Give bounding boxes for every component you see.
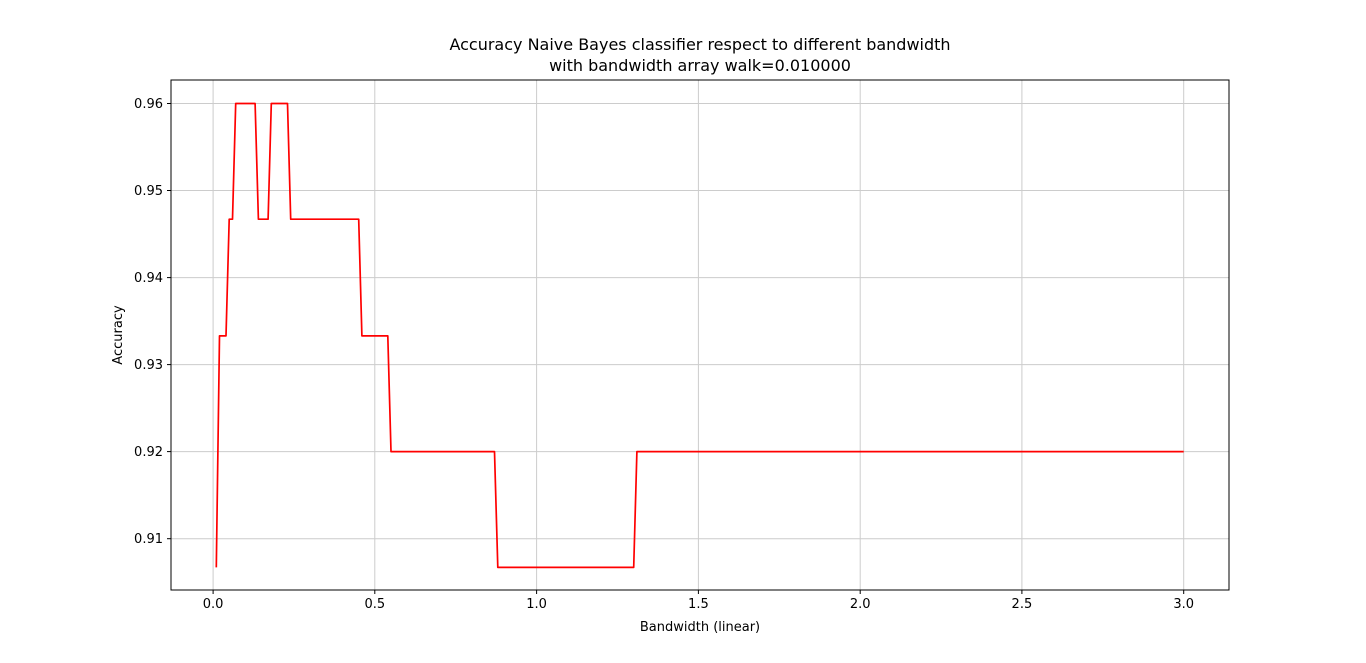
x-tick-label: 1.5 — [688, 597, 709, 612]
chart-title-line-1: Accuracy Naive Bayes classifier respect … — [449, 35, 950, 54]
x-tick-label: 2.5 — [1012, 597, 1033, 612]
y-tick-label: 0.93 — [134, 358, 163, 373]
y-axis-label: Accuracy — [111, 305, 126, 365]
y-tick-label: 0.95 — [134, 184, 163, 199]
plot-area — [215, 102, 1184, 569]
chart-title-line-2: with bandwidth array walk=0.010000 — [549, 56, 851, 75]
y-axis: 0.91 0.92 0.93 0.94 0.95 0.96 — [134, 97, 171, 547]
accuracy-series-line — [215, 102, 1184, 569]
y-tick-label: 0.91 — [134, 532, 163, 547]
x-tick-label: 0.0 — [203, 597, 224, 612]
x-tick-label: 1.0 — [526, 597, 547, 612]
y-tick-label: 0.96 — [134, 97, 163, 112]
x-tick-label: 3.0 — [1173, 597, 1194, 612]
x-axis-label: Bandwidth (linear) — [640, 620, 760, 635]
y-tick-label: 0.92 — [134, 445, 163, 460]
y-tick-label: 0.94 — [134, 271, 163, 286]
plot-frame — [170, 79, 1230, 591]
x-axis: 0.0 0.5 1.0 1.5 2.0 2.5 3.0 — [203, 590, 1194, 612]
grid — [171, 80, 1229, 590]
x-tick-label: 0.5 — [364, 597, 385, 612]
x-tick-label: 2.0 — [850, 597, 871, 612]
